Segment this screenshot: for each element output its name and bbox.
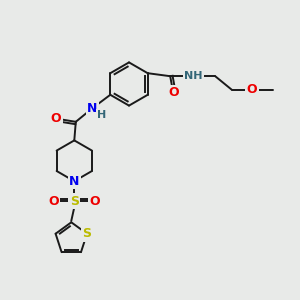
Text: NH: NH: [184, 71, 203, 81]
Text: O: O: [48, 195, 59, 208]
Text: N: N: [87, 102, 98, 115]
Text: N: N: [69, 175, 80, 188]
Text: S: S: [82, 227, 91, 240]
Text: O: O: [168, 86, 178, 99]
Text: H: H: [97, 110, 106, 120]
Text: O: O: [90, 195, 100, 208]
Text: O: O: [50, 112, 61, 125]
Text: S: S: [70, 195, 79, 208]
Text: O: O: [247, 83, 257, 96]
